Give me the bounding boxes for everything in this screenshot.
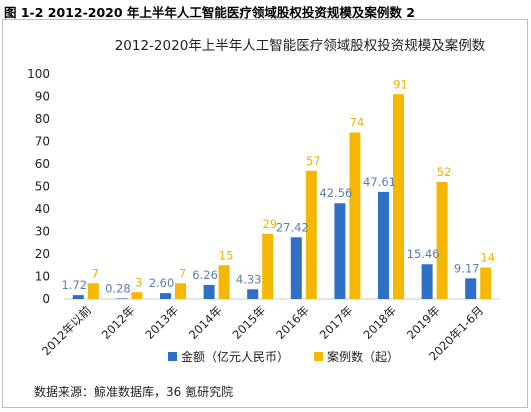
y-tick-label: 10 xyxy=(35,270,50,284)
cases-data-label: 7 xyxy=(179,266,186,280)
cases-bar xyxy=(175,283,186,299)
amount-bar xyxy=(72,295,84,299)
x-tick-label: 2019年 xyxy=(404,303,443,342)
amount-data-label: 27.42 xyxy=(276,220,309,234)
amount-data-label: 2.60 xyxy=(149,276,175,290)
cases-data-label: 14 xyxy=(480,251,495,265)
cases-bar xyxy=(436,182,448,299)
amount-data-label: 0.28 xyxy=(105,281,131,295)
y-tick-label: 40 xyxy=(35,202,50,216)
amount-data-label: 6.26 xyxy=(192,268,218,282)
y-tick-label: 20 xyxy=(35,247,50,261)
amount-data-label: 42.56 xyxy=(319,186,352,200)
amount-data-label: 47.61 xyxy=(363,175,396,189)
x-tick-label: 2014年 xyxy=(186,303,225,342)
cases-bar xyxy=(87,283,99,299)
cases-data-label: 7 xyxy=(92,266,99,280)
amount-bar xyxy=(160,293,171,299)
chart-title: 2012-2020年上半年人工智能医疗领域股权投资规模及案例数 xyxy=(115,37,486,54)
cases-bar xyxy=(262,233,274,299)
y-tick-label: 100 xyxy=(27,67,50,81)
legend: 金额（亿元人民币） 案例数（起） xyxy=(168,349,399,364)
x-tick-label: 2013年 xyxy=(142,303,181,342)
y-tick-label: 30 xyxy=(35,225,50,239)
amount-bar xyxy=(203,284,215,299)
cases-data-label: 91 xyxy=(393,77,408,91)
amount-data-label: 15.46 xyxy=(407,247,440,261)
y-tick-label: 80 xyxy=(35,112,50,126)
legend-swatch-cases xyxy=(314,352,323,361)
amount-data-label: 4.33 xyxy=(236,272,262,286)
y-tick-label: 50 xyxy=(35,180,50,194)
amount-bar xyxy=(465,278,477,299)
amount-bar xyxy=(290,237,302,299)
x-tick-label: 2017年 xyxy=(317,303,356,342)
x-tick-label: 2016年 xyxy=(273,303,312,342)
cases-data-label: 57 xyxy=(306,154,321,168)
legend-swatch-amount xyxy=(168,352,177,361)
cases-data-label: 74 xyxy=(350,116,365,130)
legend-label-cases: 案例数（起） xyxy=(327,349,399,364)
amount-bar xyxy=(116,298,128,299)
cases-bar xyxy=(218,265,230,299)
y-tick-label: 70 xyxy=(35,135,50,149)
y-tick-label: 90 xyxy=(35,90,50,104)
cases-data-label: 3 xyxy=(135,275,142,289)
x-tick-label: 2012年以前 xyxy=(39,303,94,358)
cases-bar xyxy=(349,132,361,299)
source-note: 数据来源：鲸准数据库，36 氪研究院 xyxy=(34,385,234,399)
amount-bar xyxy=(378,191,389,299)
x-tick-label: 2015年 xyxy=(230,303,269,342)
amount-bar xyxy=(334,203,346,299)
cases-bar xyxy=(480,267,492,299)
x-tick-label: 2018年 xyxy=(360,303,399,342)
cases-bar xyxy=(305,170,317,299)
cases-data-label: 15 xyxy=(219,248,234,262)
legend-label-amount: 金额（亿元人民币） xyxy=(181,349,289,364)
cases-bar xyxy=(393,94,404,299)
cases-bar xyxy=(131,292,143,299)
x-tick-label: 2012年 xyxy=(99,303,138,342)
amount-data-label: 1.72 xyxy=(61,278,87,292)
amount-bar xyxy=(421,264,433,299)
amount-data-label: 9.17 xyxy=(454,261,480,275)
figure-caption: 图 1-2 2012-2020 年上半年人工智能医疗领域股权投资规模及案例数 2 xyxy=(4,5,415,20)
y-tick-label: 0 xyxy=(42,292,50,306)
amount-bar xyxy=(247,289,259,299)
cases-data-label: 52 xyxy=(437,165,452,179)
cases-data-label: 29 xyxy=(262,217,277,231)
y-tick-label: 60 xyxy=(35,157,50,171)
